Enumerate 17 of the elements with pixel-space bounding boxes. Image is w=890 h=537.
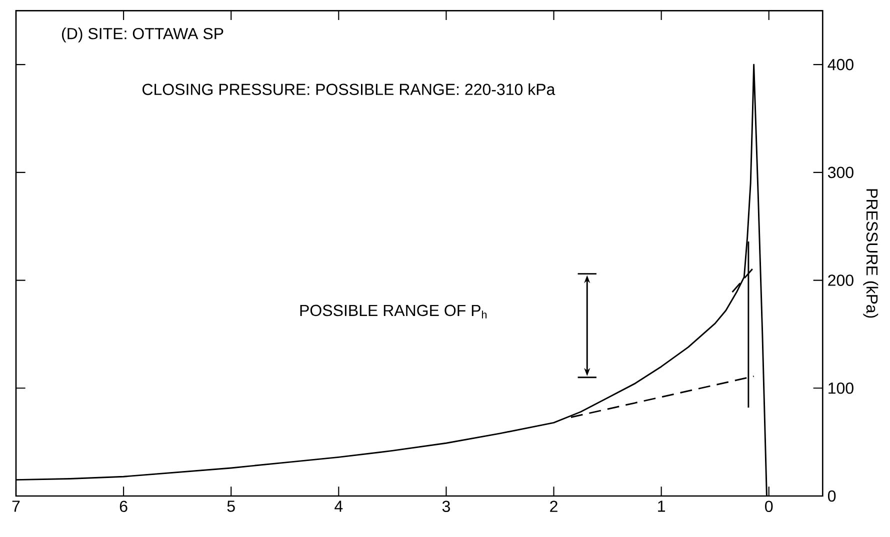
x-tick-label: 7 [12, 500, 20, 512]
y-tick-label: 0 [828, 490, 836, 502]
y-tick-label: 300 [828, 166, 854, 178]
annotation: POSSIBLE RANGE OF P$_{h}$ [300, 304, 487, 318]
x-tick-label: 6 [120, 500, 128, 512]
y-tick-label: 200 [828, 274, 854, 286]
x-tick-label: 4 [334, 500, 343, 512]
text: CLOSING PRESSURE: POSSIBLE RANGE: 220-310 kPa [142, 83, 556, 96]
y-axis-title: PRESSURE (kPa) [863, 189, 878, 318]
x-tick-label: 5 [227, 500, 235, 512]
text: (D) SITE: OTTAWA SP [62, 28, 224, 42]
x-tick-label: 3 [442, 500, 450, 512]
x-tick-label: 1 [658, 500, 665, 512]
y-tick-label: 100 [828, 382, 854, 394]
y-tick-label: 400 [828, 58, 854, 70]
x-tick-label: 0 [765, 500, 773, 512]
x-tick-label: 2 [550, 500, 558, 512]
